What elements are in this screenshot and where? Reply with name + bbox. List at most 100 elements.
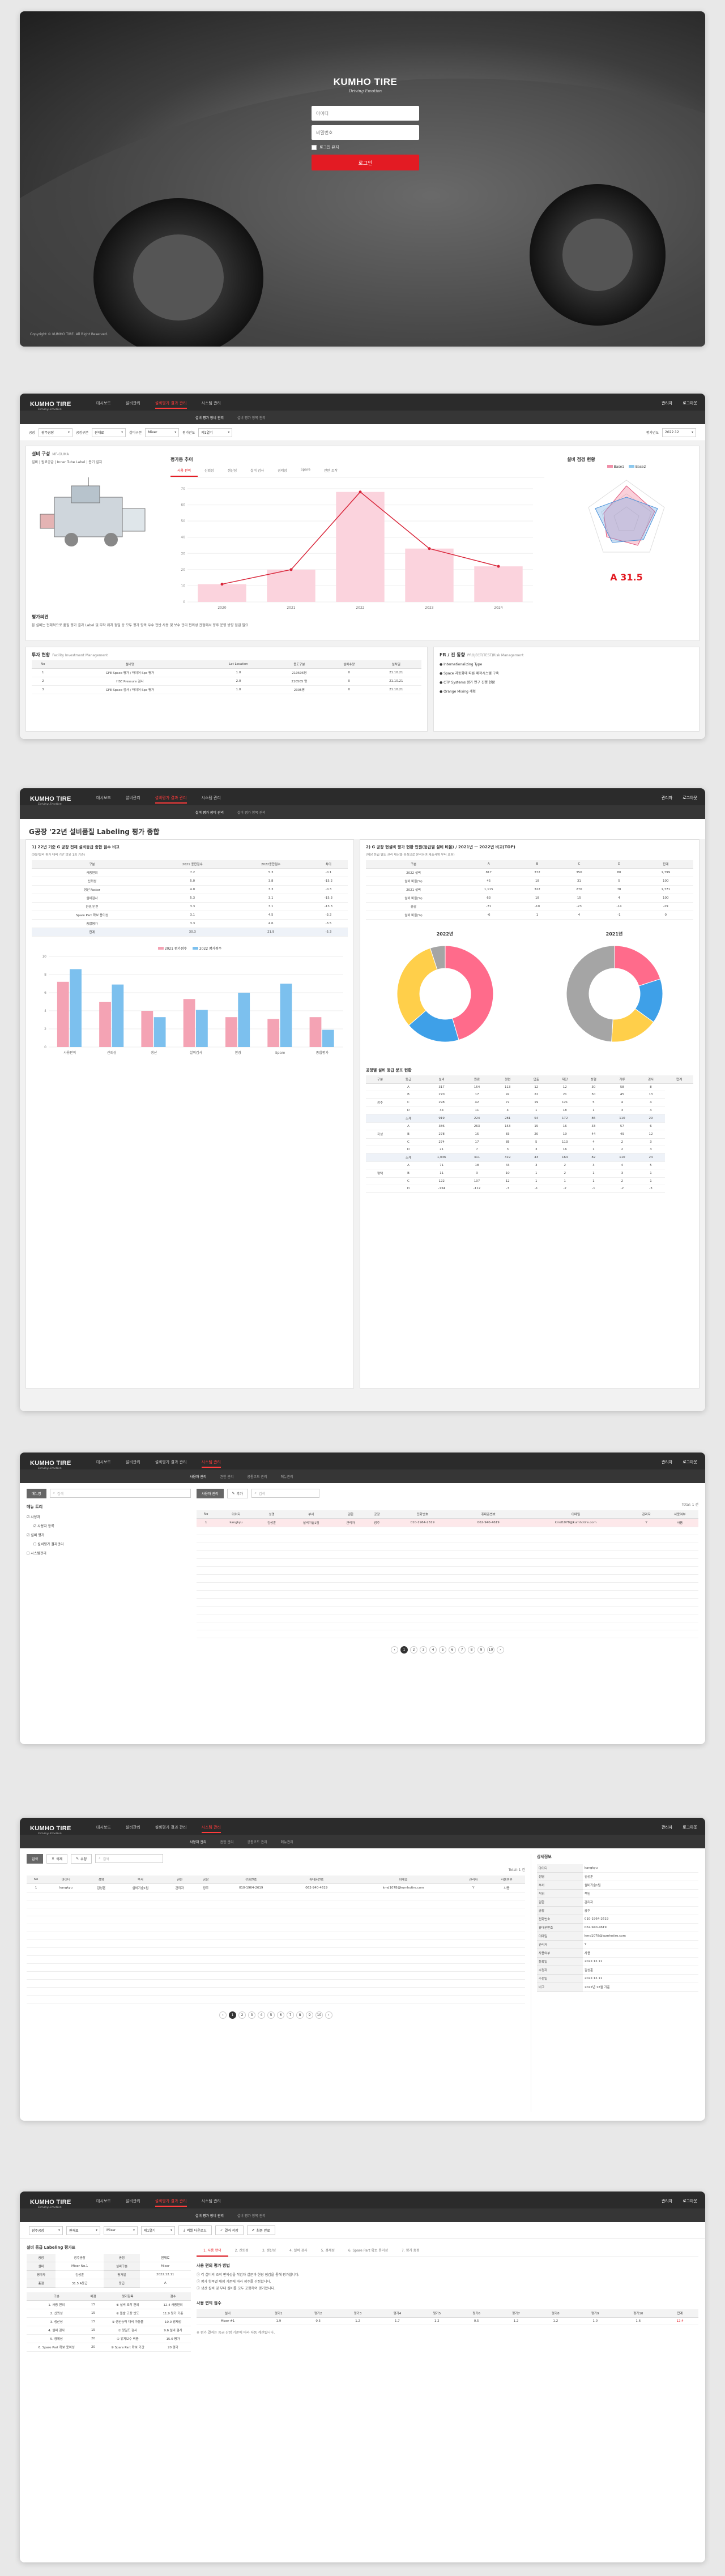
score-cell[interactable]: 1.2 [338, 2317, 378, 2325]
table-row[interactable]: A 71 18 43 3 2 3 4 5 [366, 1161, 693, 1169]
column-header[interactable]: 합계 [638, 860, 693, 869]
table-row[interactable]: 1 kangkyu 김성훈 설비기술1팀 관리자 광주 010-1964-2619 062-9… [197, 1518, 698, 1527]
checkbox-icon[interactable]: ☑ [27, 1533, 31, 1537]
column-header[interactable]: 구분 [366, 860, 462, 869]
column-header[interactable]: 설비명 [54, 660, 206, 669]
edit-button[interactable]: ✎ 수정 [71, 1854, 92, 1864]
column-header[interactable]: No [197, 1510, 216, 1519]
info-value[interactable]: 31.5 A등급 [56, 2279, 104, 2288]
page-button[interactable]: 3 [248, 2011, 255, 2019]
table-row[interactable]: 2022 설비 817 372 350 80 1,799 [366, 868, 693, 877]
page-button[interactable]: 10 [487, 1646, 494, 1654]
column-header[interactable]: 합계 [664, 1075, 693, 1084]
add-button[interactable]: ✎ 추가 [227, 1489, 248, 1498]
page-button[interactable]: 3 [420, 1646, 427, 1654]
page-button[interactable]: 1 [400, 1646, 408, 1654]
plant-select[interactable]: 광주공장 [39, 428, 73, 437]
table-row[interactable]: 2 HSE Pressure 검사 2.0 210505 명 0 21.10.21 [32, 677, 421, 686]
news-item[interactable]: ● CTP Systems 평가 연구 진행 현황 [440, 678, 693, 687]
tree-item[interactable]: ☑ 사용자 [27, 1513, 191, 1522]
column-header[interactable]: 구분 [27, 2292, 87, 2301]
subnav-item[interactable]: 설비 평가 장비 관리 [195, 416, 224, 420]
menu-name-button[interactable]: 메뉴명 [27, 1489, 46, 1498]
score-cell[interactable]: 0.5 [298, 2317, 338, 2325]
nav-dashboard[interactable]: 대시보드 [96, 2199, 111, 2203]
subnav-item[interactable]: 설비 평가 항목 관리 [237, 2214, 266, 2218]
detail-value[interactable]: 관리자 [582, 1898, 698, 1907]
column-header[interactable]: 평가10 [615, 2309, 662, 2318]
table-row[interactable]: 환경/안전 3.3 3.1 -13.3 [32, 902, 348, 911]
page-button[interactable]: 8 [296, 2011, 304, 2019]
nav-evaluation[interactable]: 설비평가 결과 관리 [155, 2198, 187, 2207]
table-row[interactable]: A 317 154 113 12 12 30 58 8 [366, 1083, 693, 1091]
logout-link[interactable]: 로그아웃 [683, 401, 697, 405]
eval-tab[interactable]: 2. 신뢰성 [234, 2249, 249, 2253]
header-logo[interactable]: KUMHO TIRE Driving Emotion [30, 1460, 71, 1470]
detail-value[interactable]: 2022.12.11 [582, 1957, 698, 1966]
checkbox-icon[interactable]: ☑ [27, 1515, 31, 1519]
score-cell[interactable]: 1.2 [417, 2317, 457, 2325]
next-page-icon[interactable]: › [325, 2011, 332, 2019]
table-row[interactable]: 4. 설비 검사 15 ① 정밀도 검사 9.6 설비 검사 [27, 2326, 191, 2335]
page-button[interactable]: 6 [449, 1646, 456, 1654]
header-logo[interactable]: KUMHO TIRE Driving Emotion [30, 1825, 71, 1835]
column-header[interactable]: 압출 [522, 1075, 551, 1084]
table-row[interactable]: 사용편의 7.2 5.3 -0.1 [32, 868, 348, 877]
trend-tab[interactable]: 생산성 [227, 469, 237, 473]
table-row[interactable]: 곡성 B 278 15 83 20 19 44 49 12 [366, 1130, 693, 1139]
column-header[interactable]: Lot Location [206, 660, 271, 669]
page-button[interactable]: 5 [439, 1646, 446, 1654]
excel-download-button[interactable]: ⤓ 엑셀 다운로드 [178, 2225, 212, 2235]
table-row[interactable]: Spare Part 확보 용이성 3.1 4.5 -3.2 [32, 911, 348, 920]
table-row[interactable]: 6. Spare Part 확보 용이성 20 ① Spare Part 확보 기간… [27, 2343, 191, 2352]
eval-tab[interactable]: 5. 경제성 [321, 2249, 335, 2253]
column-header[interactable]: 2022종합점수 [232, 860, 309, 869]
news-item[interactable]: ● Orange Mixing 계획 [440, 687, 693, 697]
page-button[interactable]: 4 [429, 1646, 437, 1654]
column-header[interactable]: 구분 [32, 860, 153, 869]
column-header[interactable]: 평가9 [575, 2309, 615, 2318]
date-select[interactable]: 2022.12 [662, 428, 696, 437]
column-header[interactable]: 용도구분 [271, 660, 327, 669]
checkbox-icon[interactable]: ☐ [33, 1543, 38, 1547]
nav-evaluation[interactable]: 설비평가 결과 관리 [155, 1460, 187, 1464]
column-header[interactable]: 휴대폰번호 [457, 1510, 521, 1519]
info-value[interactable]: Mixer [139, 2262, 191, 2271]
table-row[interactable]: D -134 -112 -7 -1 -2 -1 -2 -3 [366, 1185, 693, 1193]
column-header[interactable]: No [32, 660, 54, 669]
equipment-select[interactable]: Mixer [104, 2225, 138, 2235]
page-button[interactable]: 1 [229, 2011, 236, 2019]
subnav-item[interactable]: 설비 평가 항목 관리 [237, 416, 266, 420]
nav-equipment[interactable]: 설비관리 [125, 2199, 140, 2203]
column-header[interactable]: 사용여부 [661, 1510, 698, 1519]
column-header[interactable]: 원료 [460, 1075, 493, 1084]
user-name[interactable]: 관리자 [661, 1460, 673, 1464]
trend-tab[interactable]: 경제성 [278, 469, 287, 473]
column-header[interactable]: 정련 [493, 1075, 522, 1084]
page-button[interactable]: 8 [468, 1646, 475, 1654]
column-header[interactable]: 평가6 [457, 2309, 497, 2318]
table-row[interactable]: 2021 설비 1,115 322 270 78 1,771 [366, 885, 693, 894]
plant-select[interactable]: 광주공장 [29, 2225, 63, 2235]
table-row[interactable]: 소계 1,036 311 319 43 164 82 110 24 [366, 1153, 693, 1162]
nav-equipment[interactable]: 설비관리 [125, 796, 140, 800]
prev-page-icon[interactable]: ‹ [219, 2011, 227, 2019]
column-header[interactable]: 합계 [661, 2309, 698, 2318]
column-header[interactable]: 성형 [579, 1075, 608, 1084]
column-header[interactable]: 구분 [366, 1075, 394, 1084]
checkbox-box[interactable] [312, 144, 317, 150]
header-logo[interactable]: KUMHO TIRE Driving Emotion [30, 401, 71, 411]
column-header[interactable]: 이메일 [348, 1876, 459, 1884]
login-password-input[interactable] [312, 125, 419, 140]
score-cell[interactable]: 1.7 [377, 2317, 417, 2325]
nav-equipment[interactable]: 설비관리 [125, 1460, 140, 1464]
column-header[interactable]: 평가5 [417, 2309, 457, 2318]
column-header[interactable]: 2021 종합점수 [152, 860, 233, 869]
nav-system[interactable]: 시스템 관리 [201, 401, 221, 405]
logout-link[interactable]: 로그아웃 [683, 796, 697, 800]
page-button[interactable]: 6 [277, 2011, 284, 2019]
table-row[interactable]: 신뢰성 5.0 3.8 -15.2 [32, 877, 348, 886]
column-header[interactable]: 사용여부 [488, 1876, 525, 1884]
column-header[interactable]: 설치일 [370, 660, 421, 669]
subnav-item[interactable]: 권한 관리 [220, 1840, 234, 1844]
